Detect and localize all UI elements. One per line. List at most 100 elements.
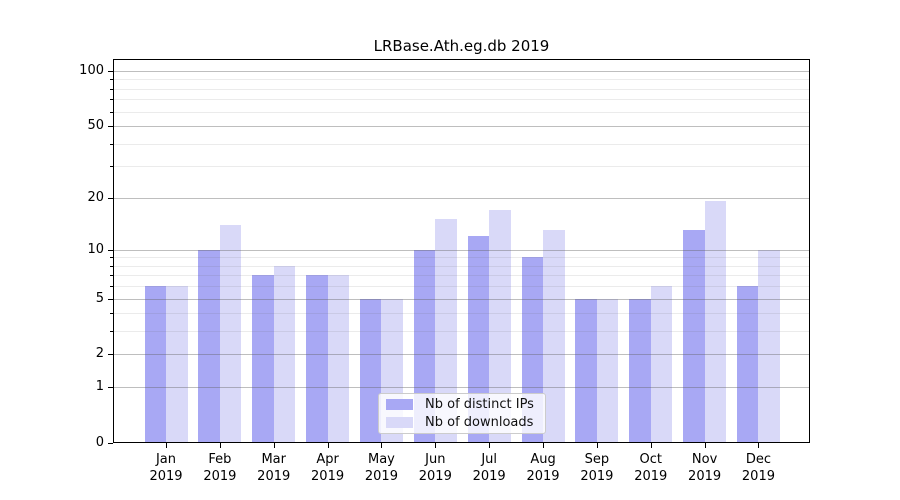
bar-downloads-oct bbox=[650, 286, 673, 442]
y-minor-tick bbox=[110, 313, 113, 315]
month-label: Feb bbox=[208, 452, 232, 467]
y-minor-tick bbox=[110, 111, 113, 113]
legend-item: Nb of downloads bbox=[379, 414, 545, 431]
x-tick bbox=[219, 443, 221, 448]
month-label: Jul bbox=[481, 452, 497, 467]
bar-distinct-ips-mar bbox=[252, 275, 274, 442]
x-tick-label-feb: Feb 2019 bbox=[190, 451, 250, 485]
x-tick-label-may: May 2019 bbox=[351, 451, 411, 485]
bar-distinct-ips-dec bbox=[736, 286, 759, 442]
x-tick bbox=[327, 443, 329, 448]
year-label: 2019 bbox=[203, 469, 237, 484]
x-tick-label-jul: Jul 2019 bbox=[459, 451, 519, 485]
x-tick bbox=[758, 443, 760, 448]
month-label: Jun bbox=[425, 452, 446, 467]
x-tick-label-oct: Oct 2019 bbox=[621, 451, 681, 485]
x-tick bbox=[650, 443, 652, 448]
y-tick-label: 5 bbox=[95, 290, 104, 306]
year-label: 2019 bbox=[257, 469, 291, 484]
x-tick bbox=[166, 443, 167, 448]
month-label: Sep bbox=[584, 452, 610, 467]
y-minor-tick bbox=[110, 331, 113, 333]
bar-downloads-jan bbox=[166, 286, 188, 442]
y-tick bbox=[108, 298, 113, 300]
y-tick bbox=[108, 70, 113, 72]
y-minor-tick bbox=[110, 257, 113, 259]
bar-downloads-dec bbox=[758, 249, 780, 442]
y-minor-tick bbox=[110, 143, 113, 145]
y-tick-label: 20 bbox=[87, 189, 104, 205]
legend-swatch-downloads bbox=[386, 417, 413, 428]
month-label: Nov bbox=[691, 452, 718, 467]
x-tick-label-apr: Apr 2019 bbox=[298, 451, 358, 485]
bar-downloads-jul bbox=[489, 209, 511, 442]
plot-area bbox=[113, 59, 810, 443]
x-tick bbox=[704, 443, 706, 448]
year-label: 2019 bbox=[741, 469, 775, 484]
year-label: 2019 bbox=[364, 469, 398, 484]
bar-distinct-ips-may bbox=[359, 298, 382, 442]
y-tick-label: 2 bbox=[95, 346, 104, 362]
legend: Nb of distinct IPs Nb of downloads bbox=[378, 393, 546, 434]
year-label: 2019 bbox=[526, 469, 560, 484]
x-tick bbox=[273, 443, 275, 448]
y-tick-label: 100 bbox=[79, 62, 104, 78]
x-tick-label-aug: Aug 2019 bbox=[513, 451, 573, 485]
x-tick-label-nov: Nov 2019 bbox=[675, 451, 735, 485]
bar-downloads-nov bbox=[704, 201, 727, 442]
y-tick bbox=[108, 443, 113, 444]
bar-downloads-aug bbox=[543, 230, 565, 442]
y-minor-tick bbox=[110, 265, 113, 267]
y-tick-label: 1 bbox=[95, 379, 104, 395]
legend-label: Nb of distinct IPs bbox=[425, 397, 534, 412]
x-tick-label-jan: Jan 2019 bbox=[136, 451, 196, 485]
legend-item: Nb of distinct IPs bbox=[379, 396, 545, 413]
x-tick bbox=[489, 443, 491, 448]
year-label: 2019 bbox=[311, 469, 345, 484]
x-tick-label-sep: Sep 2019 bbox=[567, 451, 627, 485]
bar-downloads-mar bbox=[273, 265, 296, 442]
year-label: 2019 bbox=[580, 469, 614, 484]
y-minor-tick bbox=[110, 275, 113, 277]
x-tick-label-jun: Jun 2019 bbox=[405, 451, 465, 485]
y-minor-tick bbox=[110, 99, 113, 101]
month-label: Mar bbox=[261, 452, 286, 467]
y-tick bbox=[108, 354, 113, 356]
month-label: Apr bbox=[316, 452, 339, 467]
x-tick-label-mar: Mar 2019 bbox=[244, 451, 304, 485]
y-tick-label: 50 bbox=[87, 117, 104, 133]
x-tick bbox=[543, 443, 545, 448]
y-tick-label: 0 bbox=[95, 435, 104, 450]
month-label: Oct bbox=[639, 452, 662, 467]
bar-downloads-feb bbox=[219, 224, 242, 442]
y-minor-tick bbox=[110, 79, 113, 81]
year-label: 2019 bbox=[634, 469, 668, 484]
y-minor-tick bbox=[110, 88, 113, 90]
y-tick-label: 10 bbox=[87, 241, 104, 257]
x-tick bbox=[596, 443, 598, 448]
bar-distinct-ips-nov bbox=[683, 230, 705, 442]
bar-downloads-sep bbox=[596, 298, 619, 442]
month-label: Jan bbox=[155, 452, 177, 467]
legend-swatch-distinct-ips bbox=[386, 399, 413, 410]
x-tick-label-dec: Dec 2019 bbox=[728, 451, 788, 485]
bar-distinct-ips-apr bbox=[306, 275, 328, 442]
bar-distinct-ips-jul bbox=[467, 236, 490, 442]
x-tick bbox=[435, 443, 437, 448]
y-minor-tick bbox=[110, 166, 113, 168]
bar-distinct-ips-jan bbox=[144, 286, 166, 442]
y-minor-tick bbox=[110, 286, 113, 288]
chart-title: LRBase.Ath.eg.db 2019 bbox=[373, 37, 550, 55]
year-label: 2019 bbox=[688, 469, 722, 484]
bar-downloads-jun bbox=[435, 219, 457, 442]
year-label: 2019 bbox=[418, 469, 452, 484]
month-label: May bbox=[367, 452, 395, 467]
month-label: Dec bbox=[745, 452, 772, 467]
year-label: 2019 bbox=[149, 469, 183, 484]
year-label: 2019 bbox=[472, 469, 506, 484]
bar-distinct-ips-sep bbox=[575, 298, 597, 442]
legend-label: Nb of downloads bbox=[425, 415, 534, 430]
x-tick bbox=[381, 443, 383, 448]
bar-distinct-ips-oct bbox=[629, 298, 651, 442]
